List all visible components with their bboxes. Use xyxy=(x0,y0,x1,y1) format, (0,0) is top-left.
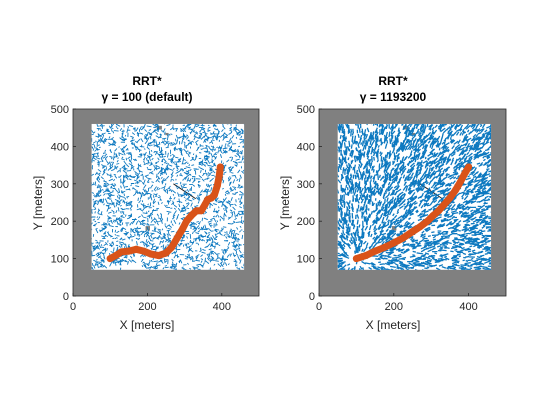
path-point xyxy=(456,178,464,186)
path-point xyxy=(210,191,218,199)
path-point xyxy=(162,249,170,257)
path-point xyxy=(179,225,187,233)
path-point xyxy=(213,182,221,190)
y-tick-label: 300 xyxy=(51,179,69,191)
map-obstacle-block xyxy=(411,132,416,136)
path-point xyxy=(423,217,431,225)
y-tick-label: 500 xyxy=(51,104,69,116)
y-tick-label: 100 xyxy=(297,254,315,266)
x-tick-label: 0 xyxy=(316,301,322,313)
right-title: RRT* xyxy=(378,74,408,88)
left-y-axis-label: Y [meters] xyxy=(31,176,45,230)
y-tick-label: 400 xyxy=(297,141,315,153)
path-point xyxy=(187,212,195,220)
y-tick-label: 100 xyxy=(51,254,69,266)
path-point xyxy=(435,207,443,215)
y-tick-label: 0 xyxy=(309,291,315,303)
left-subtitle: γ = 100 (default) xyxy=(101,90,192,104)
path-point xyxy=(416,223,424,231)
map-obstacle-block xyxy=(156,125,162,130)
y-tick-label: 0 xyxy=(63,291,69,303)
right-plot-area: 0 200 400 0 100 200 300 400 500 xyxy=(297,104,507,313)
path-point xyxy=(362,252,370,260)
path-point xyxy=(446,194,454,202)
y-tick-label: 400 xyxy=(51,141,69,153)
path-point xyxy=(155,252,163,260)
rrt-tree-edges xyxy=(337,123,492,270)
path-point xyxy=(409,228,416,236)
path-point xyxy=(147,250,155,258)
axes-left: RRT* γ = 100 (default) 0 200 400 0 100 200 300… xyxy=(31,74,260,332)
x-tick-label: 0 xyxy=(70,301,76,313)
path-point xyxy=(106,255,114,263)
path-point xyxy=(390,239,398,247)
left-plot-area: 0 200 400 0 100 200 300 400 500 xyxy=(51,104,260,313)
y-tick-label: 200 xyxy=(297,216,315,228)
path-point xyxy=(117,248,125,256)
path-point xyxy=(352,255,360,263)
axes-box xyxy=(72,108,260,297)
axes-box xyxy=(318,108,507,297)
rrt-tree xyxy=(91,123,245,270)
path-point xyxy=(216,163,224,171)
rrt-tree xyxy=(337,123,492,270)
left-x-axis-label: X [meters] xyxy=(120,318,175,332)
path-point xyxy=(452,186,460,194)
path-point xyxy=(465,163,473,171)
path-point xyxy=(168,243,176,251)
x-tick-label: 400 xyxy=(213,301,231,313)
path-point xyxy=(140,247,148,255)
path-point xyxy=(173,234,181,242)
path-point xyxy=(461,169,469,177)
axes-right: RRT* γ = 1193200 0 200 400 0 100 200 300 400 500… xyxy=(278,74,507,332)
rrt-tree-edges xyxy=(91,123,245,270)
path-point xyxy=(197,207,205,215)
path-point xyxy=(182,217,190,225)
right-x-axis-label: X [meters] xyxy=(366,318,421,332)
path-point xyxy=(380,243,388,251)
map-obstacle-block xyxy=(165,132,169,136)
path-point xyxy=(112,252,120,260)
x-tick-label: 200 xyxy=(138,301,156,313)
map-obstacle-block xyxy=(403,125,409,130)
path-point xyxy=(440,200,448,208)
map-obstacle-block xyxy=(391,226,397,231)
path-point xyxy=(193,207,201,215)
x-tick-label: 200 xyxy=(385,301,403,313)
left-title: RRT* xyxy=(132,74,162,88)
x-tick-label: 400 xyxy=(459,301,477,313)
right-y-axis-label: Y [meters] xyxy=(278,176,292,230)
right-subtitle: γ = 1193200 xyxy=(360,90,427,104)
y-tick-label: 300 xyxy=(297,179,315,191)
path-point xyxy=(132,245,140,253)
y-tick-label: 500 xyxy=(297,104,315,116)
path-point xyxy=(371,247,379,255)
path-point xyxy=(125,247,133,255)
path-point xyxy=(429,212,437,220)
path-point xyxy=(215,172,223,180)
path-point xyxy=(399,234,407,242)
y-tick-label: 200 xyxy=(51,216,69,228)
